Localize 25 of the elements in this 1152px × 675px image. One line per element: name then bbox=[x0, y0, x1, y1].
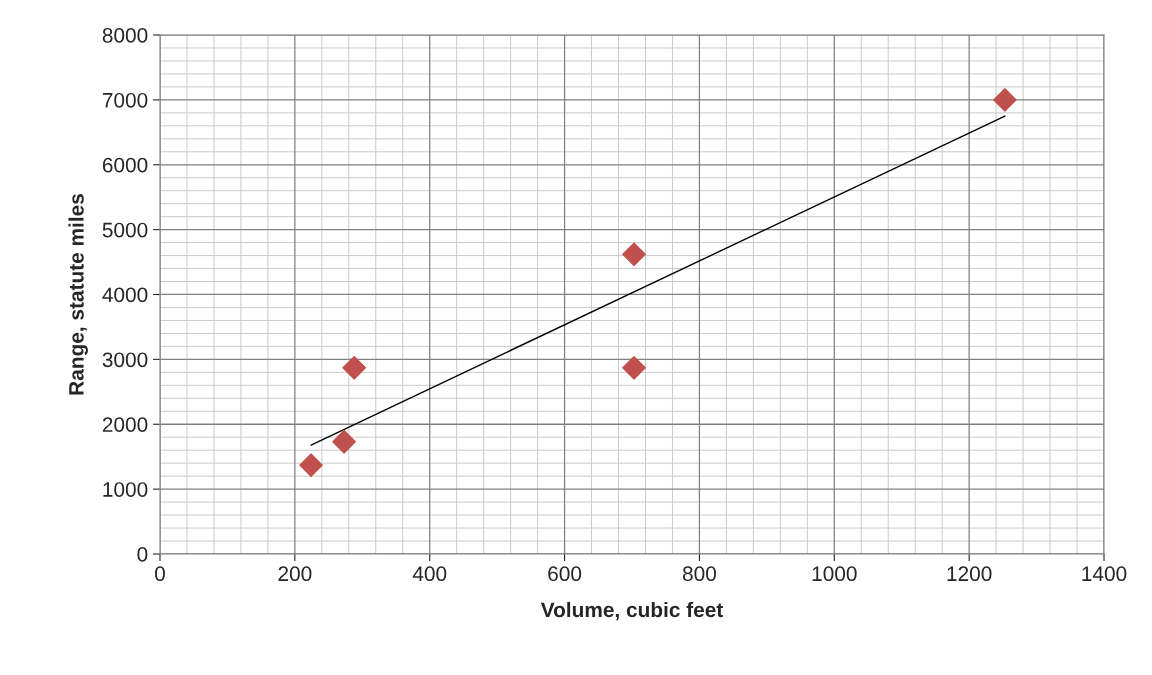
point bbox=[622, 355, 646, 380]
x-tick-label: 400 bbox=[412, 566, 447, 582]
y-tick-label: 2000 bbox=[102, 417, 148, 432]
x-axis-title: Volume, cubic feet bbox=[540, 601, 724, 621]
y-axis-title: Range, statute miles bbox=[68, 194, 88, 395]
y-tick-label: 0 bbox=[137, 547, 148, 562]
y-tick-label: 3000 bbox=[102, 352, 148, 368]
y-tick-label: 7000 bbox=[102, 92, 148, 108]
y-tick-label: 8000 bbox=[102, 28, 148, 43]
point bbox=[993, 88, 1017, 112]
x-tick-label: 800 bbox=[682, 566, 716, 582]
x-tick-label: 0 bbox=[155, 566, 165, 582]
point bbox=[332, 429, 356, 454]
x-tick-label: 1200 bbox=[947, 566, 992, 582]
y-tick-label: 1000 bbox=[103, 482, 148, 497]
x-tick-label: 600 bbox=[548, 566, 582, 582]
y-tick-label: 5000 bbox=[102, 222, 148, 238]
x-tick-label: 200 bbox=[278, 566, 312, 582]
point bbox=[299, 453, 323, 477]
y-tick-label: 6000 bbox=[102, 157, 148, 173]
x-tick-label: 1000 bbox=[812, 566, 857, 582]
point bbox=[622, 242, 646, 267]
point bbox=[342, 355, 367, 380]
y-tick-label: 4000 bbox=[102, 287, 148, 303]
x-tick-label: 1400 bbox=[1082, 566, 1127, 582]
